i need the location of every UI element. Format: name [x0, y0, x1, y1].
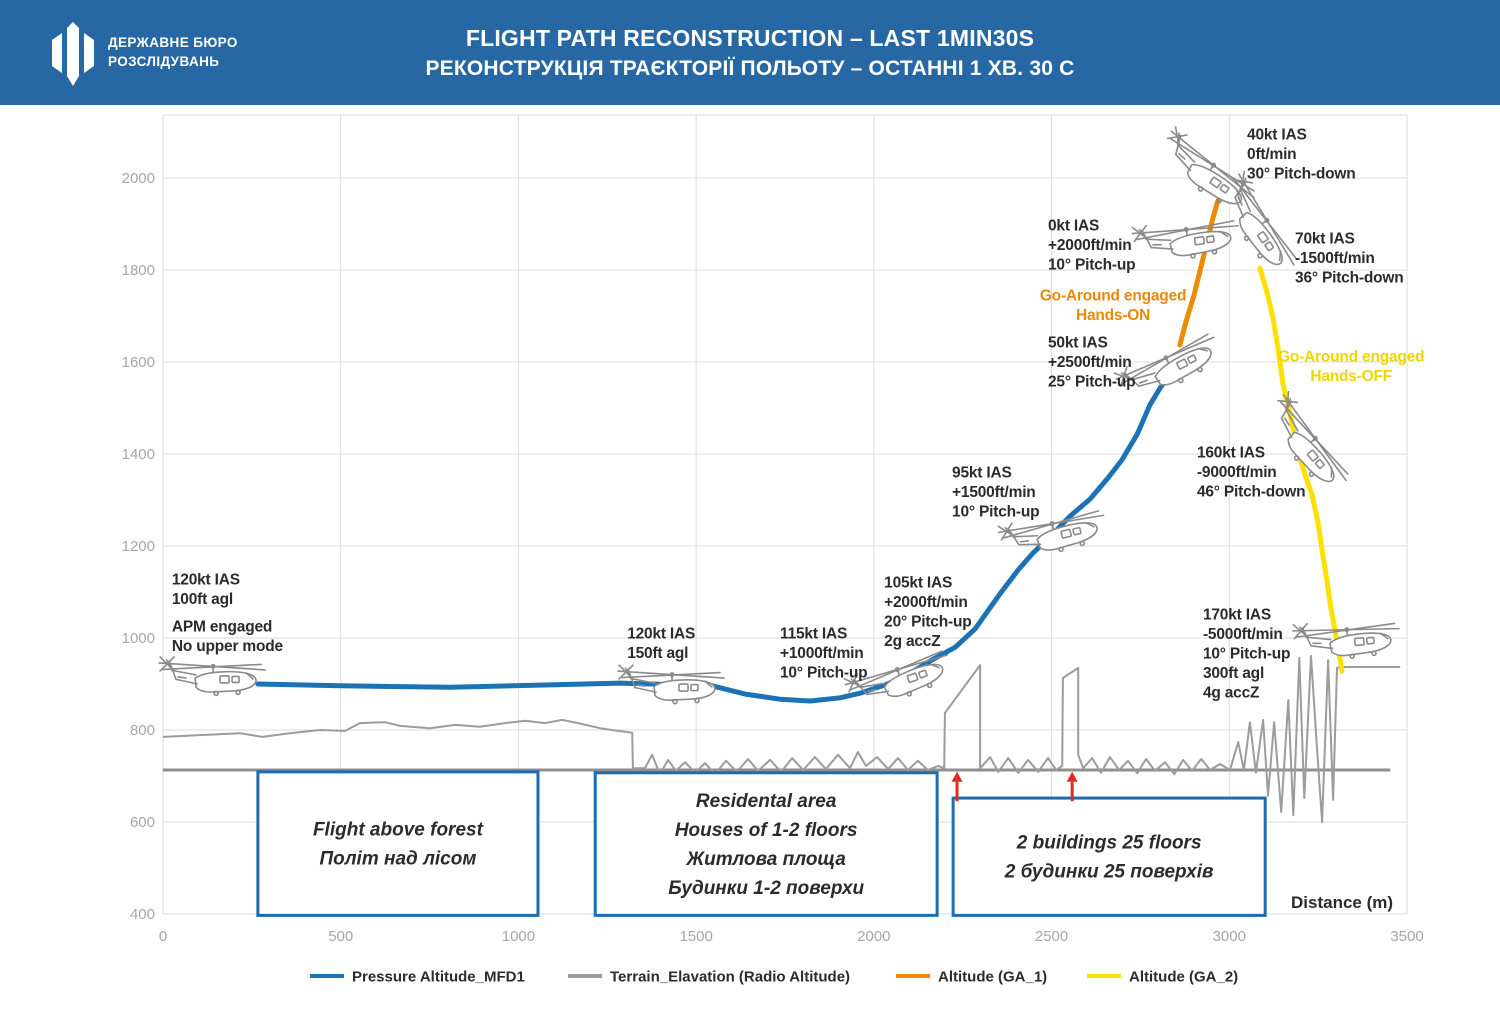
callout-box-text: Houses of 1-2 floors: [675, 820, 858, 841]
series-3: [1257, 265, 1345, 674]
x-tick-label: 1500: [679, 928, 712, 945]
callout-box-text: Політ над лісом: [319, 849, 476, 870]
annotation-text: 50kt IAS +2500ft/min 25° Pitch-up: [1048, 334, 1135, 390]
building-arrow-head: [951, 771, 963, 782]
legend-label: Pressure Altitude_MFD1: [352, 969, 525, 986]
callout-box-text: 2 будинки 25 поверхів: [1004, 862, 1214, 883]
x-tick-label: 500: [328, 928, 353, 945]
callout-box: [951, 796, 1267, 917]
annotation-text: 95kt IAS +1500ft/min 10° Pitch-up: [952, 465, 1039, 521]
org-name-line2: РОЗСЛІДУВАНЬ: [108, 53, 220, 69]
flight-path-chart: 0 500 1000 1500 2000 2500 3000 3500 400 600 800 100…: [122, 114, 1425, 986]
y-tick-label: 1200: [122, 538, 155, 555]
header-bar: ДЕРЖАВНЕ БЮРО РОЗСЛІДУВАНЬ FLIGHT PATH R…: [0, 0, 1500, 105]
helicopter-icon: [1151, 125, 1263, 220]
y-tick-label: 2000: [122, 170, 155, 187]
terrain-line: [162, 654, 1401, 823]
x-tick-label: 0: [159, 928, 167, 945]
y-tick-label: 1400: [122, 446, 155, 463]
y-tick-label: 1600: [122, 354, 155, 371]
y-tick-label: 600: [130, 814, 155, 831]
axis-tick-labels: 0 500 1000 1500 2000 2500 3000 3500 400 600 800 100…: [122, 170, 1424, 945]
y-tick-label: 400: [130, 906, 155, 923]
x-tick-label: 2000: [857, 928, 890, 945]
annotations: 120kt IAS 100ft agl APM engaged No upper mo…: [172, 127, 1425, 702]
x-axis-label: Distance (m): [1291, 893, 1393, 912]
brand: ДЕРЖАВНЕ БЮРО РОЗСЛІДУВАНЬ: [44, 16, 238, 90]
dbr-logo: [52, 21, 94, 86]
callout-box-text: Flight above forest: [313, 820, 484, 841]
callout-boxes: Flight above forest Політ над лісом Reside…: [256, 770, 1267, 917]
helicopter-icon: [617, 664, 725, 705]
annotation-text: 40kt IAS 0ft/min 30° Pitch-down: [1247, 127, 1355, 183]
helicopter-icon: [158, 656, 266, 697]
legend-label: Altitude (GA_1): [938, 969, 1047, 986]
building-arrow-head: [1066, 771, 1078, 782]
annotation-text: 120kt IAS 100ft agl: [172, 571, 240, 608]
chart-titles: FLIGHT PATH RECONSTRUCTION – LAST 1MIN30…: [0, 0, 1500, 105]
x-tick-label: 3500: [1390, 928, 1423, 945]
chart-title-en: FLIGHT PATH RECONSTRUCTION – LAST 1MIN30…: [465, 24, 1035, 51]
x-tick-label: 1000: [502, 928, 535, 945]
org-name-line1: ДЕРЖАВНЕ БЮРО: [108, 35, 238, 51]
helicopter-icon: [1291, 614, 1402, 665]
y-tick-label: 1800: [122, 262, 155, 279]
annotation-text: 0kt IAS +2000ft/min 10° Pitch-up: [1048, 218, 1135, 274]
annotation-text: Go-Around engaged Hands-OFF: [1278, 349, 1424, 386]
data-series: [255, 189, 1345, 704]
annotation-text: APM engaged No upper mode: [172, 619, 284, 656]
annotation-text: 115kt IAS +1000ft/min 10° Pitch-up: [780, 626, 867, 682]
legend-label: Terrain_Elavation (Radio Altitude): [610, 969, 850, 986]
series-0: [255, 377, 1169, 704]
legend-label: Altitude (GA_2): [1129, 969, 1238, 986]
legend: Pressure Altitude_MFD1 Terrain_Elavation …: [310, 969, 1238, 986]
annotation-text: 160kt IAS -9000ft/min 46° Pitch-down: [1197, 444, 1305, 500]
helicopter-icon: [1130, 212, 1243, 267]
annotation-text: 105kt IAS +2000ft/min 20° Pitch-up 2g accZ: [884, 575, 971, 651]
chart-title-uk: РЕКОНСТРУКЦІЯ ТРАЄКТОРІЇ ПОЛЬОТУ – ОСТАН…: [425, 56, 1075, 80]
ground-lines: [162, 654, 1401, 823]
annotation-text: 170kt IAS -5000ft/min 10° Pitch-up 300ft ag…: [1203, 606, 1290, 701]
y-tick-label: 800: [130, 722, 155, 739]
y-tick-label: 1000: [122, 630, 155, 647]
x-tick-label: 2500: [1035, 928, 1068, 945]
callout-box: [256, 770, 540, 917]
callout-box-text: Будинки 1-2 поверхи: [668, 878, 864, 899]
annotation-text: 120kt IAS 150ft agl: [627, 626, 695, 663]
annotation-text: 70kt IAS -1500ft/min 36° Pitch-down: [1295, 230, 1403, 286]
series-2: [1177, 189, 1225, 348]
x-tick-label: 3000: [1213, 928, 1246, 945]
callout-box: [593, 771, 939, 917]
annotation-text: Go-Around engaged Hands-ON: [1040, 288, 1186, 325]
callout-box-text: 2 buildings 25 floors: [1016, 833, 1202, 854]
callout-box-text: Житлова площа: [686, 849, 847, 870]
building-arrows: [951, 771, 1078, 802]
callout-box-text: Residental area: [696, 791, 837, 812]
